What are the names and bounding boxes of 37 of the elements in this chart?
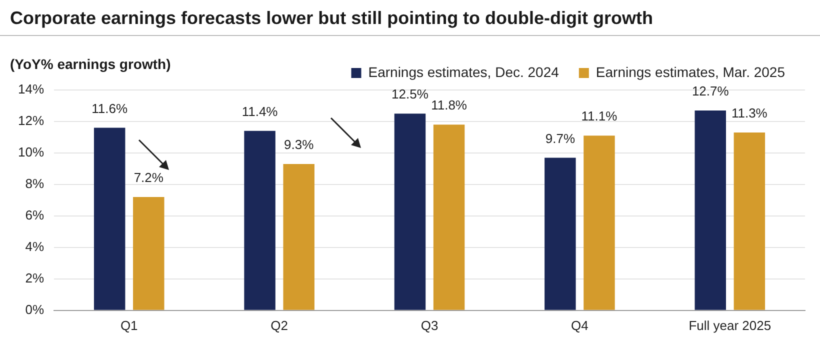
data-label: 11.4% [242, 104, 278, 120]
data-label: 11.6% [92, 100, 128, 116]
y-tick-label: 10% [18, 144, 44, 160]
bar [544, 158, 576, 310]
x-tick-label: Q3 [420, 318, 438, 333]
bar [433, 124, 465, 310]
bar [394, 114, 426, 310]
data-label: 9.3% [284, 137, 314, 152]
chart-subtitle: (YoY% earnings growth) [10, 56, 171, 72]
data-label: 7.2% [134, 170, 164, 186]
y-tick-label: 4% [25, 239, 44, 254]
y-tick-label: 2% [25, 270, 44, 286]
bar [244, 130, 276, 310]
bar [94, 128, 126, 310]
data-label: 11.8% [431, 98, 468, 113]
legend-label: Earnings estimates, Mar. 2025 [596, 64, 786, 80]
x-tick-label: Q1 [120, 318, 138, 333]
y-tick-label: 12% [18, 113, 44, 128]
data-label: 12.5% [392, 86, 429, 102]
data-label: 12.7% [692, 84, 730, 99]
bar [734, 132, 766, 310]
legend-label: Earnings estimates, Dec. 2024 [368, 64, 560, 80]
y-tick-label: 0% [25, 302, 44, 317]
x-tick-label: Q4 [571, 318, 588, 333]
bar [133, 197, 164, 310]
bar [283, 164, 314, 310]
data-label: 9.7% [545, 130, 576, 146]
data-label: 11.3% [731, 106, 768, 121]
x-tick-label: Q2 [270, 318, 288, 333]
y-tick-label: 14% [18, 82, 44, 97]
bar [584, 136, 615, 310]
data-label: 11.1% [581, 108, 618, 124]
x-tick-label: Full year 2025 [688, 318, 772, 333]
y-tick-label: 6% [25, 208, 44, 223]
chart-title: Corporate earnings forecasts lower but still pointing to double-digit growth [0, 0, 820, 36]
bar [694, 110, 726, 310]
y-tick-label: 8% [25, 176, 44, 192]
